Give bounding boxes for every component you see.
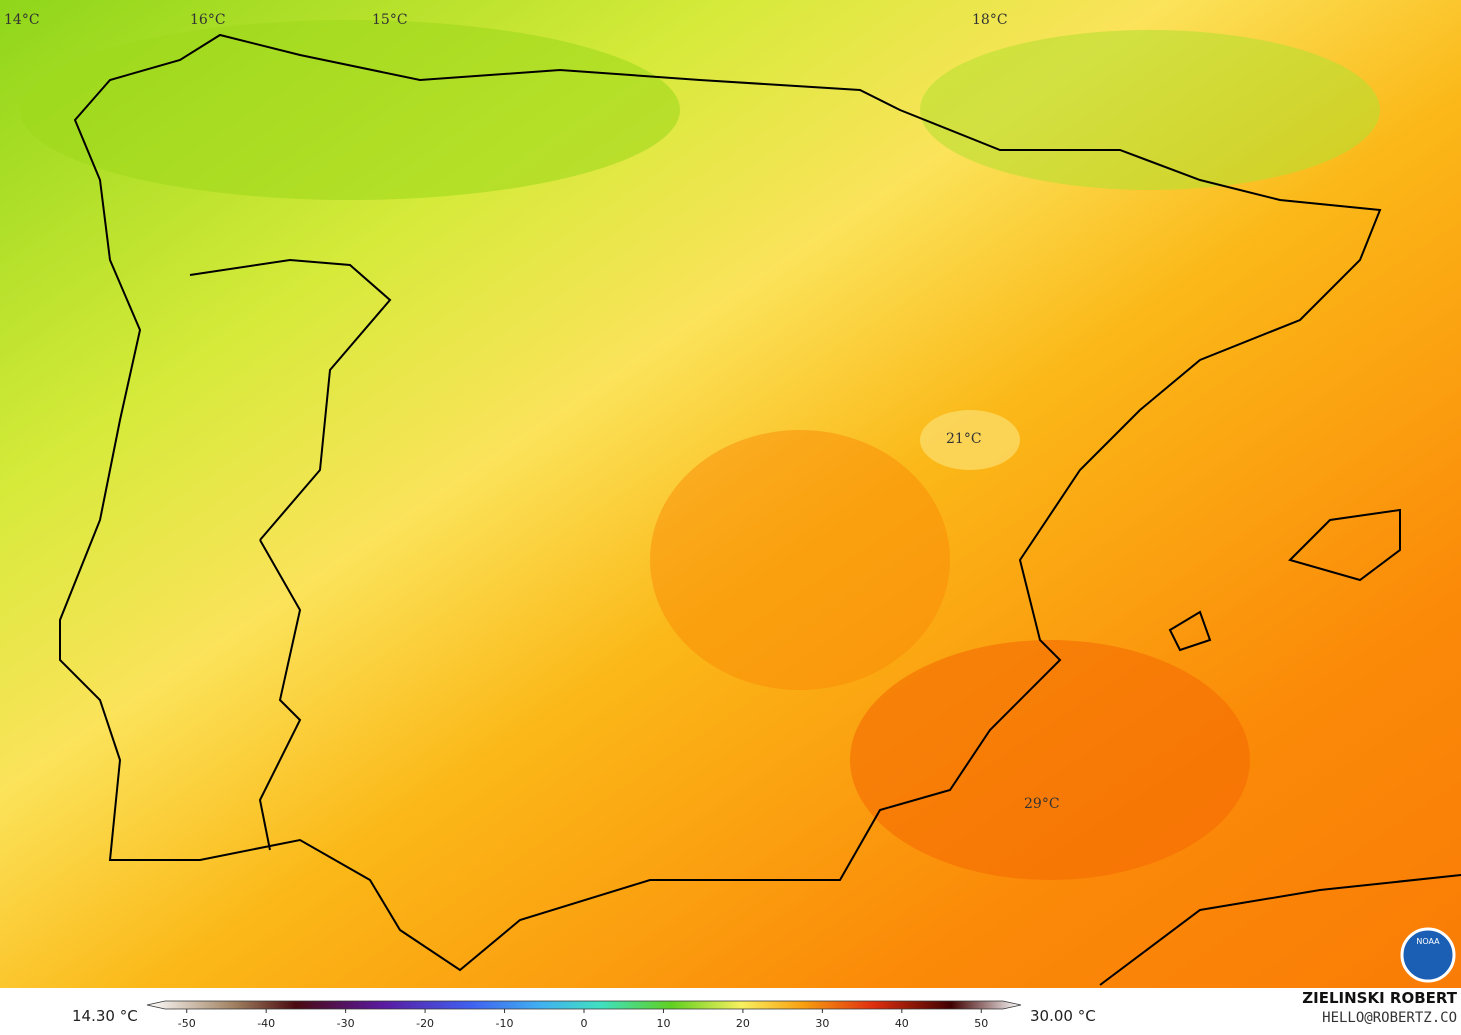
colorbar-tick-label: -20 (416, 1017, 434, 1030)
coastline (59, 33, 1382, 972)
noaa-logo (1400, 927, 1456, 983)
colorbar-tick-label: 20 (736, 1017, 750, 1030)
colorbar-tick-label: 0 (581, 1017, 588, 1030)
colorbar-max: 30.00 °C (1030, 1007, 1096, 1025)
colorbar-bar (146, 1000, 1022, 1010)
isotherm-label: 15°C (372, 12, 408, 28)
warm-zone (650, 430, 950, 690)
coastline-africa (1099, 874, 1461, 986)
colorbar-tick-label: 40 (895, 1017, 909, 1030)
contact: HELLO@ROBERTZ.CO (1322, 1010, 1457, 1026)
colorbar-min: 14.30 °C (72, 1007, 138, 1025)
colorbar-tick-label: 10 (656, 1017, 670, 1030)
logo-text: NOAA (1416, 937, 1440, 946)
colorbar-tick-label: -30 (337, 1017, 355, 1030)
cool-spot (920, 410, 1020, 470)
isotherm-label: 21°C (946, 431, 982, 447)
colorbar-tick-label: -40 (257, 1017, 275, 1030)
isotherm-label: 29°C (1024, 796, 1060, 812)
colorbar-tick-label: 50 (974, 1017, 988, 1030)
isotherm-label: 18°C (972, 12, 1008, 28)
isotherm-label: 14°C (4, 12, 40, 28)
cool-zone (20, 20, 680, 200)
colorbar-tick-label: -10 (496, 1017, 514, 1030)
warm-zone (850, 640, 1250, 880)
border (189, 258, 392, 851)
cool-zone (920, 30, 1380, 190)
colorbar: -50 -40 -30 -20 -10 0 10 20 30 40 50 (146, 1000, 1022, 1030)
islands (1168, 508, 1401, 652)
isotherm-label: 16°C (190, 12, 226, 28)
colorbar-tick-label: 30 (815, 1017, 829, 1030)
colorbar-tick-label: -50 (178, 1017, 196, 1030)
author: ZIELINSKI ROBERT (1302, 989, 1457, 1007)
